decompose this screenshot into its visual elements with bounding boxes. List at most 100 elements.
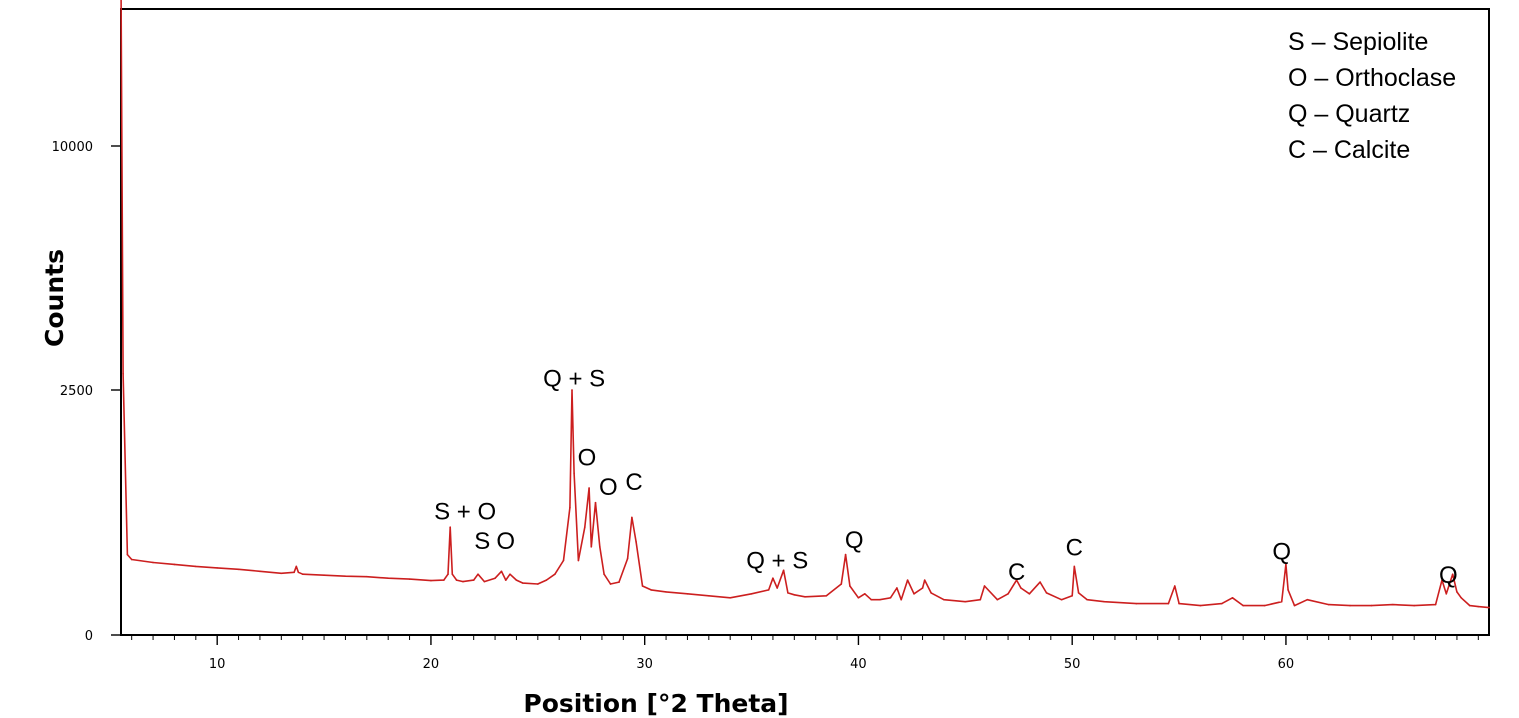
trace-point [1349, 604, 1351, 607]
trace-point [472, 579, 475, 581]
trace-point [504, 579, 507, 581]
trace-point [1468, 604, 1471, 607]
trace-point [295, 565, 298, 568]
trace-point [870, 598, 873, 601]
trace-point [943, 598, 945, 601]
trace-point [1460, 596, 1463, 599]
trace-point [782, 569, 785, 572]
trace-point [641, 585, 644, 587]
trace-point [1370, 604, 1373, 607]
trace-point [323, 574, 325, 577]
trace-point [635, 541, 637, 543]
trace-point [787, 592, 789, 594]
x-axis-title: Position [°2 Theta] [523, 689, 788, 718]
trace-point [609, 583, 612, 585]
peak-label: O [578, 444, 597, 471]
trace-point [366, 575, 368, 578]
trace-point [1441, 579, 1443, 581]
trace-point [1167, 602, 1170, 605]
trace-point [1045, 592, 1048, 594]
trace-point [825, 595, 828, 597]
trace-point [708, 595, 710, 597]
trace-point [293, 571, 295, 574]
trace-point [1221, 602, 1223, 605]
trace-point [923, 579, 926, 581]
trace-point [964, 600, 967, 603]
trace-point [571, 389, 573, 391]
y-tick-label: 2500 [60, 384, 93, 399]
trace-point [130, 558, 133, 561]
trace-point [387, 577, 389, 579]
trace-point [913, 593, 915, 595]
trace-point [844, 553, 847, 556]
trace-point [1445, 593, 1448, 595]
trace-point [554, 573, 556, 576]
trace-point [449, 526, 451, 528]
trace-point [1077, 592, 1080, 594]
trace-point [216, 567, 218, 569]
trace-point [1178, 602, 1180, 605]
trace-point [804, 595, 806, 598]
y-axis-title: Counts [40, 249, 69, 347]
peak-label: Q [1439, 562, 1458, 589]
x-tick-label: 20 [423, 657, 440, 672]
trace-point [889, 596, 892, 599]
trace-point [603, 573, 605, 576]
trace-point [849, 585, 851, 587]
trace-point [857, 596, 860, 599]
x-tick-label: 50 [1064, 657, 1081, 672]
trace-point [906, 579, 909, 581]
trace-group [120, 0, 1490, 609]
trace-point [1015, 579, 1018, 581]
trace-point [665, 591, 667, 593]
trace-point [776, 587, 779, 589]
legend-entry: S – Sepiolite [1288, 28, 1428, 56]
trace-point [573, 472, 575, 475]
trace-point [1039, 581, 1041, 583]
trace-point [1488, 606, 1490, 609]
trace-point [280, 572, 283, 575]
trace-point [545, 579, 548, 581]
trace-point [522, 582, 524, 584]
legend-entry: O – Orthoclase [1288, 64, 1456, 92]
trace-point [1392, 603, 1394, 606]
trace-point [930, 592, 932, 594]
x-tick-label: 10 [209, 657, 226, 672]
trace-point [430, 579, 432, 582]
legend-entry: Q – Quartz [1288, 100, 1410, 128]
y-tick-label: 10000 [52, 140, 93, 155]
trace-point [864, 593, 866, 595]
trace-point [729, 596, 731, 599]
trace-point [562, 559, 565, 562]
trace-point [879, 598, 881, 601]
trace-point [509, 573, 511, 576]
trace-point [1280, 600, 1283, 603]
peak-label: O [496, 528, 515, 555]
peak-label: Q [1272, 539, 1291, 566]
trace-point [344, 575, 347, 577]
trace-point [1020, 587, 1022, 589]
legend-entry: C – Calcite [1288, 136, 1410, 164]
xrd-trace [120, 0, 1490, 609]
trace-point [1060, 598, 1063, 601]
trace-point [900, 598, 902, 601]
trace-point [1477, 605, 1480, 608]
trace-point [1413, 604, 1415, 607]
trace-point [237, 568, 240, 571]
trace-point [626, 557, 629, 560]
peak-label: S [474, 528, 490, 555]
trace-point [1242, 604, 1244, 607]
trace-point [979, 598, 982, 601]
trace-point [297, 571, 300, 574]
x-tick-label: 40 [850, 657, 867, 672]
trace-point [494, 577, 496, 579]
trace-point [1073, 565, 1076, 568]
x-tick-label: 60 [1278, 657, 1295, 672]
trace-point [650, 589, 652, 591]
trace-point [1451, 573, 1454, 576]
trace-point [921, 587, 924, 589]
trace-point [152, 561, 154, 564]
trace-point [686, 593, 689, 595]
